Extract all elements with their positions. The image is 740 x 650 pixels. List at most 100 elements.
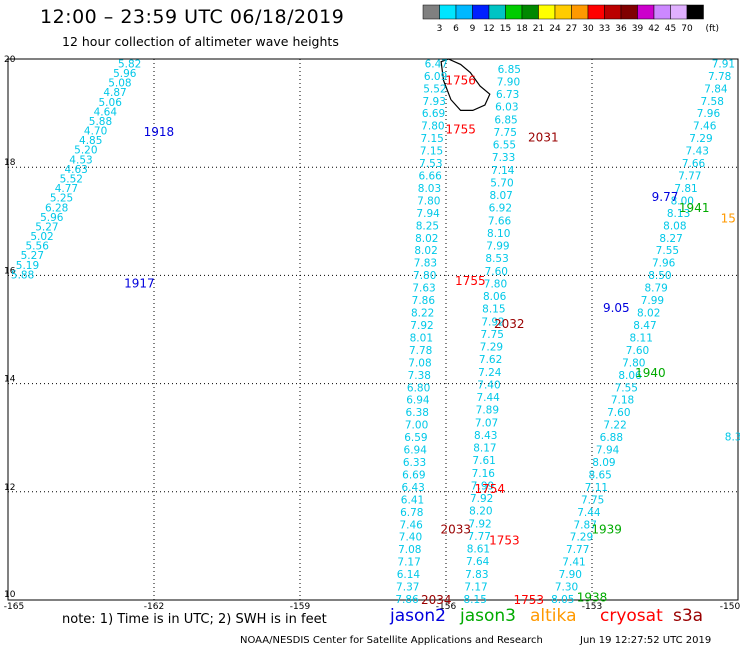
- wave-height-point: 8.06: [618, 370, 642, 382]
- wave-height-point: 7.29: [689, 133, 712, 145]
- wave-height-point: 7.62: [479, 354, 502, 366]
- wave-height-point: 8.00: [671, 195, 694, 207]
- wave-height-point: 7.64: [466, 556, 490, 568]
- wave-height-point: 8.15: [482, 304, 505, 316]
- wave-height-point: 6.69: [422, 108, 445, 120]
- pass-time-label: 1918: [144, 125, 175, 139]
- y-tick-label: 16: [4, 266, 16, 276]
- wave-height-point: 7.43: [686, 146, 709, 158]
- page-title: 12:00 – 23:59 UTC 06/18/2019: [40, 6, 345, 28]
- wave-height-point: 5.82: [118, 58, 141, 70]
- wave-height-point: 7.53: [419, 158, 442, 170]
- legend-s3a: s3a: [673, 606, 704, 626]
- wave-height-point: 7.41: [562, 557, 585, 569]
- colorbar-tick-label: 24: [549, 24, 561, 34]
- wave-height-point: 7.61: [472, 455, 495, 467]
- colorbar-tick-label: 3: [437, 24, 443, 34]
- wave-height-point: 8.15: [464, 594, 487, 606]
- altimeter-map: -165 -162 -159 -156 -153 -150 10 12 14 16 18 20 5.82…: [4, 55, 740, 610]
- wave-height-point: 5.88: [11, 269, 34, 281]
- plot-frame: [7, 58, 739, 601]
- page-subtitle: 12 hour collection of altimeter wave hei…: [62, 34, 339, 49]
- wave-height-point: 8.02: [415, 233, 438, 245]
- wave-height-point: 7.80: [484, 278, 507, 290]
- wave-height-point: 5.06: [99, 97, 123, 109]
- wave-height-point: 7.87: [574, 519, 597, 531]
- wave-height-point: 7.40: [399, 532, 422, 544]
- wave-height-point: 8.05: [551, 594, 574, 606]
- wave-height-point: 7.37: [396, 582, 419, 594]
- wave-height-point: 8.07: [489, 190, 512, 202]
- colorbar-tick-label: 21: [533, 24, 544, 34]
- wave-height-point: 7.46: [693, 121, 717, 133]
- wave-height-point: 8.06: [483, 291, 507, 303]
- wave-height-point: 7.96: [697, 108, 721, 120]
- footnote: note: 1) Time is in UTC; 2) SWH is in fe…: [62, 612, 327, 627]
- wave-height-point: 7.33: [492, 152, 515, 164]
- colorbar-tick-label: 18: [516, 24, 528, 34]
- y-tick-label: 18: [4, 158, 16, 168]
- x-tick-label: -159: [290, 602, 311, 610]
- wave-height-point: 7.81: [674, 183, 697, 195]
- wave-height-point: 6.55: [493, 140, 516, 152]
- pass-time-label: 1917: [124, 277, 155, 291]
- wave-height-point: 6.14: [397, 569, 421, 581]
- y-tick-label: 20: [4, 55, 16, 65]
- wave-height-point: 8.20: [469, 506, 492, 518]
- colorbar-swatch: [686, 4, 704, 20]
- wave-height-point: 6.38: [406, 407, 429, 419]
- wave-height-point: 7.99: [486, 241, 509, 253]
- wave-height-point: 7.83: [465, 569, 488, 581]
- pass-time-label: 1940: [635, 366, 666, 380]
- wave-height-point: 7.29: [480, 342, 503, 354]
- pass-time-label: 2034: [421, 593, 452, 607]
- wave-height-point: 7.07: [475, 417, 498, 429]
- wave-height-point: 4.77: [55, 183, 78, 195]
- wave-height-point: 8.13: [667, 208, 690, 220]
- pass-time-label: 9.05: [603, 301, 630, 315]
- wave-height-point: 7.92: [470, 493, 493, 505]
- x-tick-label: -162: [144, 602, 164, 610]
- wave-height-point: 7.90: [497, 76, 520, 88]
- wave-height-point: 4.63: [64, 164, 87, 176]
- colorbar-tick-label: 70: [681, 24, 693, 34]
- colorbar-tick-label: 36: [615, 24, 627, 34]
- wave-height-point: 7.17: [464, 581, 487, 593]
- wave-height-point: 4.85: [79, 135, 102, 147]
- pass-time-label: 1756: [445, 74, 476, 88]
- colorbar-tick-label: 45: [665, 24, 676, 34]
- wave-height-point: 8.53: [485, 253, 508, 265]
- pass-time-label: 1753: [489, 533, 520, 547]
- wave-height-point: 6.85: [498, 64, 521, 76]
- colorbar-tick-label: 27: [566, 24, 577, 34]
- wave-height-point: 7.17: [397, 557, 420, 569]
- pass-time-label: 1753: [513, 593, 544, 607]
- wave-height-point: 5.27: [21, 250, 44, 262]
- satellite-legend: jason2 jason3 altika cryosat s3a: [0, 606, 740, 630]
- wave-height-point: 6.88: [600, 432, 623, 444]
- colorbar: 3 6 9 12 15 18 21 24 27 30 33 36 39 42 45 70 (ft): [422, 4, 719, 34]
- island-outline: [440, 58, 491, 111]
- wave-height-point: 6.85: [494, 114, 517, 126]
- colorbar-tick-label: 30: [582, 24, 594, 34]
- pass-time-label: 2032: [494, 317, 525, 331]
- wave-height-point: 7.08: [408, 357, 431, 369]
- wave-height-point: 5.88: [89, 116, 112, 128]
- pass-time-label: 1755: [455, 274, 486, 288]
- wave-height-point: 8.3: [725, 432, 740, 444]
- pass-time-label: 15: [721, 212, 736, 226]
- x-tick-label: -150: [720, 602, 740, 610]
- wave-height-point: 7.80: [421, 121, 444, 133]
- pass-time-label: 1938: [577, 590, 608, 604]
- wave-height-point: 7.90: [559, 569, 582, 581]
- wave-height-point: 7.55: [656, 245, 679, 257]
- wave-height-point: 7.77: [468, 531, 491, 543]
- wave-height-point: 4.53: [69, 154, 92, 166]
- legend-altika: altika: [530, 606, 577, 626]
- wave-height-point: 7.29: [570, 532, 593, 544]
- wave-height-point: 5.08: [108, 78, 131, 90]
- wave-height-point: 7.40: [477, 379, 500, 391]
- wave-height-point: 7.08: [398, 544, 421, 556]
- wave-height-point: 7.75: [494, 127, 517, 139]
- wave-height-point: 6.80: [407, 382, 430, 394]
